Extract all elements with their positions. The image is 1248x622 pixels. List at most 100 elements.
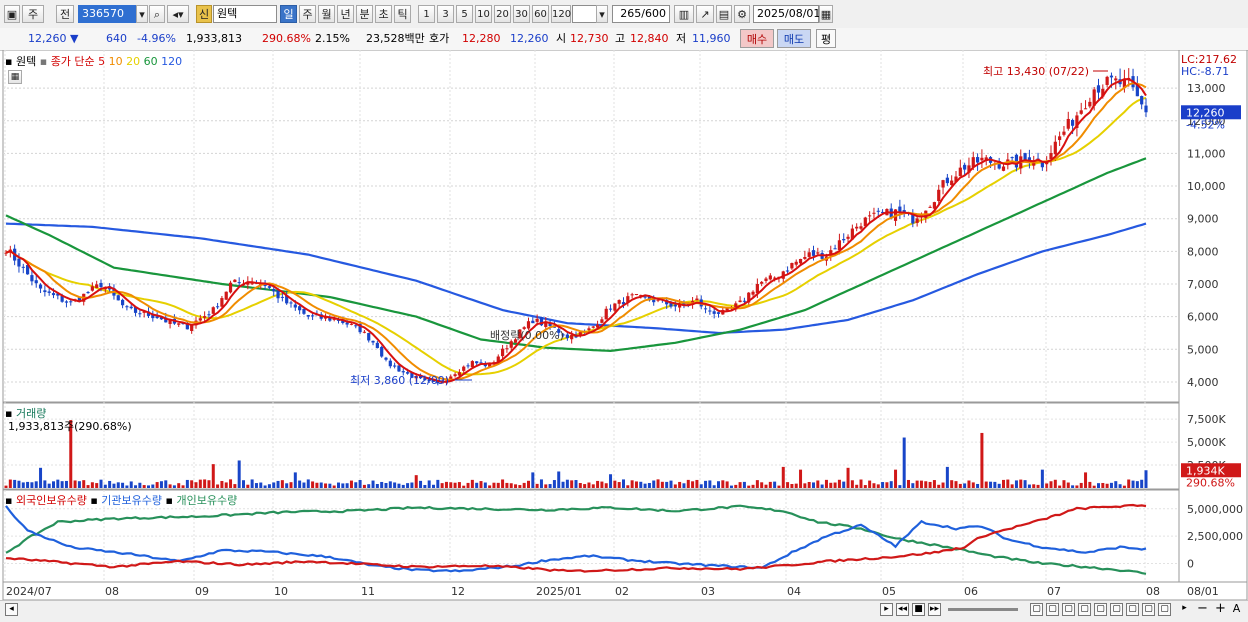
scroll-end-icon[interactable]: ▸ bbox=[1182, 603, 1187, 613]
forward-icon[interactable]: ▸▸ bbox=[928, 603, 941, 616]
stock-name-field[interactable]: 원텍 bbox=[213, 5, 277, 23]
interval-dropdown-icon[interactable]: ▾ bbox=[596, 5, 608, 23]
price-tick-label: 10,000 bbox=[1187, 180, 1226, 193]
ask-price: 12,280 bbox=[462, 32, 501, 45]
scroll-right-icon[interactable]: ▸ bbox=[880, 603, 893, 616]
volume-bar bbox=[470, 479, 474, 488]
candle-body bbox=[21, 266, 25, 268]
volume-bar bbox=[1144, 470, 1148, 488]
volume-bar bbox=[634, 481, 638, 488]
volume-bar bbox=[993, 481, 997, 488]
code-dropdown-icon[interactable]: ▾ bbox=[136, 5, 148, 23]
volume-ratio: 290.68% bbox=[262, 32, 311, 45]
buy-button[interactable]: 매수 bbox=[740, 29, 774, 48]
candle-body bbox=[595, 324, 600, 328]
stock-type-select[interactable]: 주 bbox=[22, 5, 44, 23]
candle-body bbox=[129, 306, 133, 309]
candle-body bbox=[362, 331, 367, 333]
date-input[interactable]: 2025/08/01 bbox=[753, 5, 820, 23]
period-button[interactable]: 분 bbox=[356, 5, 373, 23]
interval-button[interactable]: 60 bbox=[532, 5, 549, 23]
sell-button[interactable]: 매도 bbox=[777, 29, 811, 48]
volume-bar bbox=[673, 484, 677, 488]
rewind-icon[interactable]: ◂◂ bbox=[896, 603, 909, 616]
open-price: 12,730 bbox=[570, 32, 609, 45]
view-icon[interactable]: ▢ bbox=[1046, 603, 1059, 616]
candle-type-icon[interactable]: ▥ bbox=[674, 5, 694, 23]
interval-button[interactable]: 30 bbox=[513, 5, 530, 23]
candle-body bbox=[837, 240, 842, 251]
interval-button[interactable]: 10 bbox=[475, 5, 492, 23]
stock-chart[interactable]: 최고 13,430 (07/22) 최저 3,860 (12/09) 배정락(0.0… bbox=[0, 50, 1248, 600]
volume-bar bbox=[1071, 485, 1075, 488]
view-icon[interactable]: ▢ bbox=[1142, 603, 1155, 616]
candle-body bbox=[159, 317, 164, 320]
candle-body bbox=[1144, 105, 1148, 113]
price-tick-label: 4,000 bbox=[1187, 376, 1219, 389]
candle-body bbox=[1088, 101, 1092, 107]
zoom-slider[interactable] bbox=[948, 608, 1018, 611]
scroll-left-icon[interactable]: ◂ bbox=[5, 603, 18, 616]
bar-count-field[interactable]: 265/600 bbox=[612, 5, 670, 23]
volume-bar bbox=[39, 467, 43, 488]
volume-bar bbox=[725, 481, 729, 488]
candle-body bbox=[764, 278, 768, 281]
candle-body bbox=[997, 161, 1001, 169]
candle-body bbox=[945, 177, 949, 184]
font-size-icon[interactable]: A bbox=[1232, 602, 1241, 615]
gear-icon[interactable]: ⚙ bbox=[734, 5, 750, 23]
period-button[interactable]: 주 bbox=[299, 5, 316, 23]
view-icon[interactable]: ▢ bbox=[1158, 603, 1171, 616]
candle-body bbox=[747, 292, 751, 303]
grid-toggle-icon[interactable]: ▦ bbox=[8, 70, 22, 84]
candle-body bbox=[587, 328, 591, 330]
prev-button[interactable]: 전 bbox=[56, 5, 74, 23]
period-button[interactable]: 틱 bbox=[394, 5, 411, 23]
navigation-bar bbox=[0, 600, 1248, 622]
volume-bar bbox=[509, 483, 513, 488]
interval-button[interactable]: 120 bbox=[551, 5, 571, 23]
chart-menu-icon[interactable]: ▣ bbox=[4, 5, 20, 23]
volume-bar bbox=[319, 482, 323, 488]
volume-bar bbox=[367, 484, 371, 488]
individual-holdings-line bbox=[5, 504, 1147, 575]
save-icon[interactable]: ▤ bbox=[716, 5, 732, 23]
date-tick-label: 11 bbox=[361, 585, 375, 598]
view-icon[interactable]: ▢ bbox=[1094, 603, 1107, 616]
view-icon[interactable]: ▢ bbox=[1110, 603, 1123, 616]
candle-body bbox=[872, 212, 876, 214]
volume-bar bbox=[86, 485, 90, 488]
stop-icon[interactable]: ■ bbox=[912, 603, 925, 616]
candle-body bbox=[1070, 119, 1075, 126]
period-button[interactable]: 월 bbox=[318, 5, 335, 23]
period-button[interactable]: 년 bbox=[337, 5, 354, 23]
interval-button[interactable]: 3 bbox=[437, 5, 454, 23]
period-button[interactable]: 일 bbox=[280, 5, 297, 23]
interval-button[interactable]: 5 bbox=[456, 5, 473, 23]
search-icon[interactable]: ⌕ bbox=[149, 5, 165, 23]
view-icon[interactable]: ▢ bbox=[1078, 603, 1091, 616]
volume-bar bbox=[457, 482, 461, 488]
trade-amount: 23,528백만 bbox=[366, 32, 425, 45]
volume-bar bbox=[90, 482, 94, 488]
view-icon[interactable]: ▢ bbox=[1126, 603, 1139, 616]
volume-bar bbox=[989, 481, 993, 488]
eval-button[interactable]: 평 bbox=[816, 29, 836, 48]
volume-bar bbox=[64, 480, 68, 488]
calendar-icon[interactable]: ▦ bbox=[819, 5, 833, 23]
zoom-in-icon[interactable]: + bbox=[1215, 601, 1226, 616]
speaker-icon[interactable]: ◂▾ bbox=[167, 5, 189, 23]
view-icon[interactable]: ▢ bbox=[1030, 603, 1043, 616]
candle-body bbox=[963, 164, 967, 170]
stock-code-input[interactable]: 336570 bbox=[78, 5, 136, 23]
interval-button[interactable]: 1 bbox=[418, 5, 435, 23]
volume-bar bbox=[1040, 469, 1044, 488]
zoom-out-icon[interactable]: − bbox=[1197, 601, 1208, 616]
interval-button[interactable]: 20 bbox=[494, 5, 511, 23]
period-button[interactable]: 초 bbox=[375, 5, 392, 23]
volume-bar bbox=[945, 466, 949, 488]
volume-bar bbox=[13, 479, 17, 488]
view-icon[interactable]: ▢ bbox=[1062, 603, 1075, 616]
tool-icon[interactable]: ↗ bbox=[696, 5, 714, 23]
legend-stock-name: 원텍 bbox=[15, 55, 37, 68]
